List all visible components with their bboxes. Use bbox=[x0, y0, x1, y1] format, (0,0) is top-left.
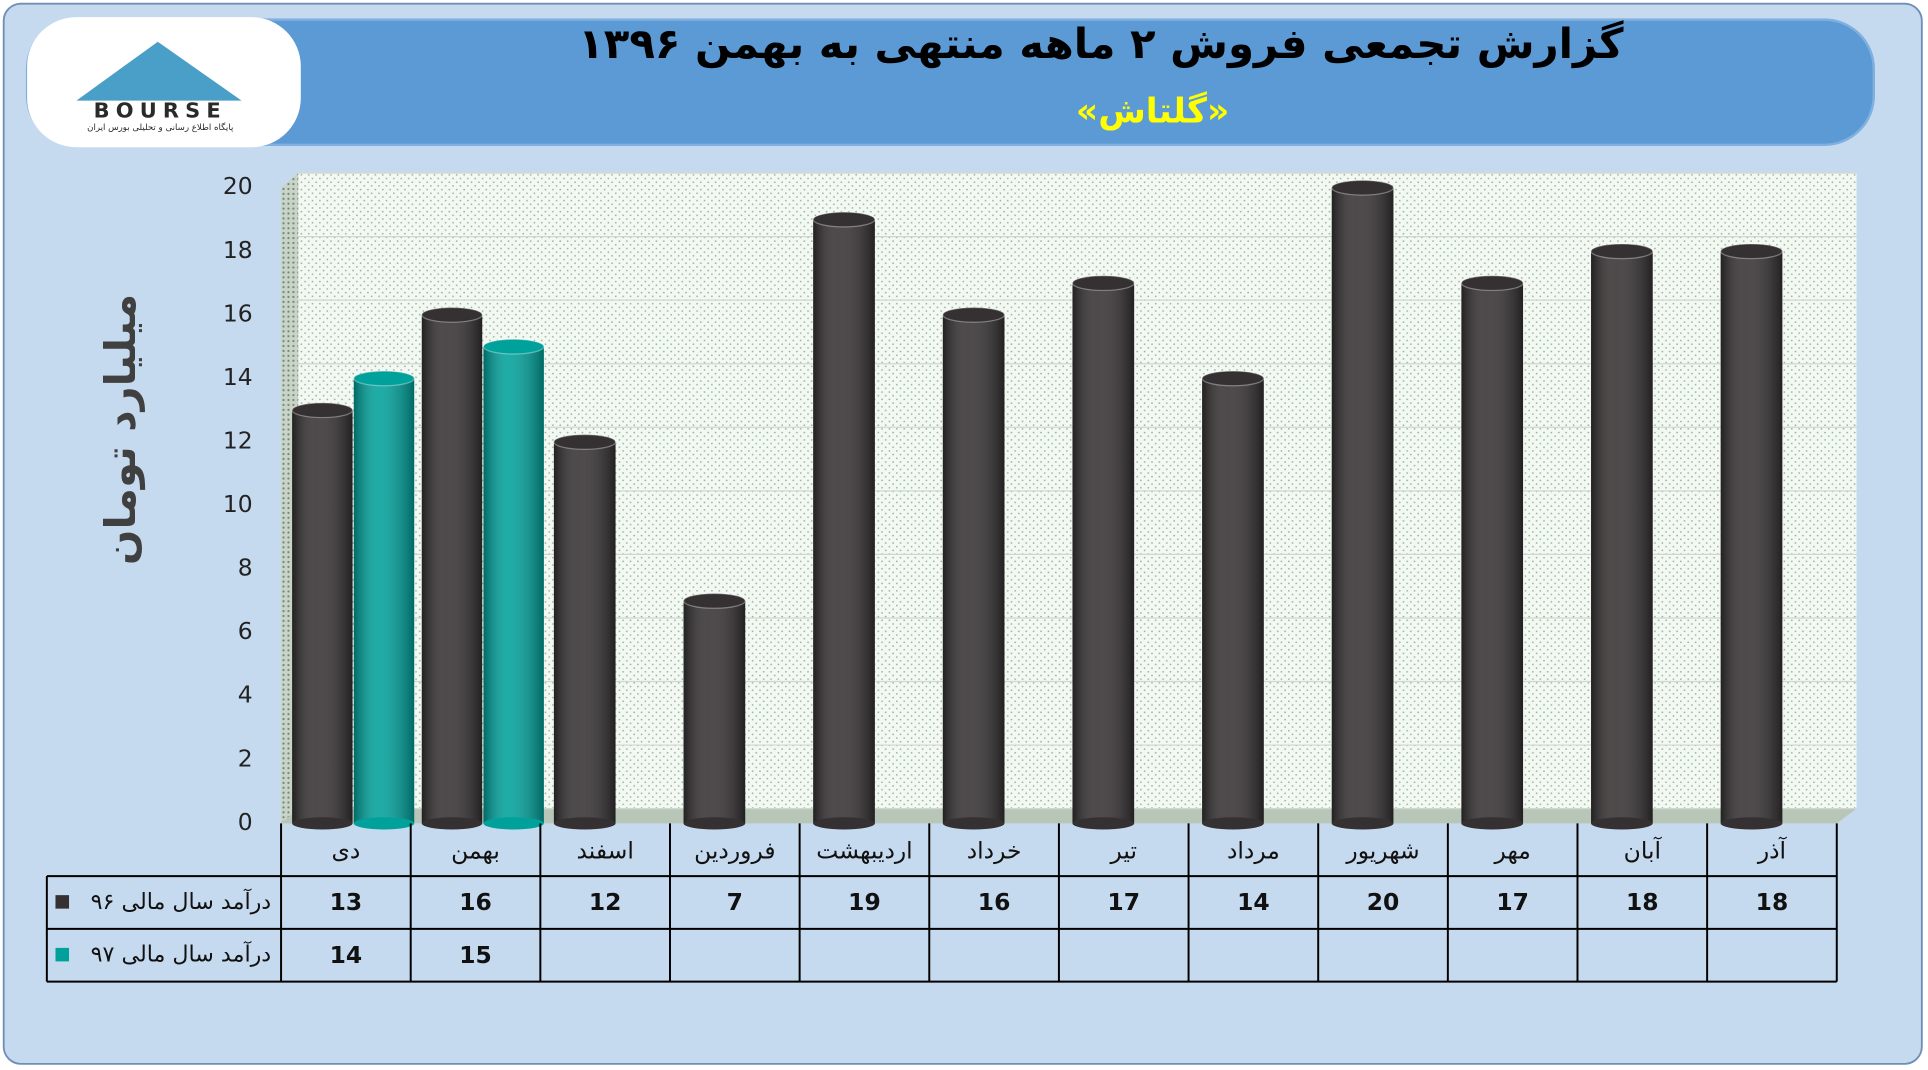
bar-base bbox=[683, 817, 746, 830]
legend-swatch bbox=[55, 895, 70, 909]
x-tick-label: فروردین bbox=[694, 837, 775, 865]
bar-shade bbox=[292, 410, 353, 824]
data-label: 7 bbox=[727, 888, 743, 916]
x-tick-label: مرداد bbox=[1227, 837, 1280, 865]
bar-shade bbox=[1591, 251, 1653, 824]
bar-shade bbox=[1461, 283, 1524, 824]
bar-cap bbox=[812, 211, 876, 228]
bar-shade bbox=[353, 378, 415, 824]
logo-name: BOURSE bbox=[94, 99, 227, 123]
bar-cap bbox=[421, 306, 483, 323]
data-label: 13 bbox=[330, 888, 363, 916]
bar-base bbox=[1591, 817, 1653, 830]
y-tick-label: 18 bbox=[223, 236, 253, 264]
bar-cap bbox=[482, 338, 545, 355]
y-tick-label: 20 bbox=[223, 172, 253, 200]
bar-shade bbox=[1720, 251, 1783, 824]
data-label: 14 bbox=[330, 941, 363, 969]
bar-base bbox=[813, 817, 875, 830]
bar-shade bbox=[942, 314, 1005, 824]
data-label: 17 bbox=[1496, 888, 1529, 916]
y-tick-label: 2 bbox=[238, 744, 253, 772]
bar-cap bbox=[942, 306, 1006, 323]
bar-shade bbox=[1331, 187, 1394, 824]
y-tick-label: 8 bbox=[238, 554, 253, 582]
bar-shade bbox=[421, 314, 483, 824]
x-tick-label: خرداد bbox=[967, 837, 1022, 865]
x-tick-label: بهمن bbox=[451, 837, 500, 865]
chart-title: گزارش تجمعی فروش ۲ ماهه منتهی به بهمن ۱۳… bbox=[578, 19, 1624, 69]
data-label: 16 bbox=[978, 888, 1011, 916]
data-label: 12 bbox=[589, 888, 622, 916]
bar-shade bbox=[1202, 378, 1264, 824]
legend-label: درآمد سال مالی ۹۶ bbox=[91, 888, 272, 915]
bar-base bbox=[1331, 817, 1394, 830]
y-tick-label: 12 bbox=[223, 427, 253, 455]
data-label: 18 bbox=[1756, 888, 1789, 916]
x-tick-label: تیر bbox=[1109, 837, 1137, 865]
chart-subtitle: «گلتاش» bbox=[1076, 90, 1229, 131]
bar-cap bbox=[1331, 179, 1395, 196]
data-label: 20 bbox=[1367, 888, 1400, 916]
bar-cap bbox=[1460, 275, 1524, 292]
bar-base bbox=[353, 817, 415, 830]
bar-base bbox=[1461, 817, 1524, 830]
bar-base bbox=[1720, 817, 1783, 830]
logo-shape bbox=[76, 41, 242, 101]
bar-shade bbox=[813, 219, 875, 824]
bars bbox=[291, 179, 1783, 830]
x-tick-label: آبان bbox=[1624, 837, 1663, 865]
bar-cap bbox=[1720, 243, 1783, 260]
bar-cap bbox=[1071, 275, 1135, 292]
y-tick-label: 0 bbox=[238, 808, 253, 836]
data-table: دی بهمن اسفند فروردین اردیبهشت خرداد تیر مرداد ش… bbox=[45, 823, 1838, 983]
data-label: 19 bbox=[848, 888, 881, 916]
data-label: 16 bbox=[459, 888, 492, 916]
x-tick-label: آذر bbox=[1757, 837, 1788, 865]
x-tick-label: مهر bbox=[1494, 837, 1531, 865]
bar-cap bbox=[682, 592, 746, 609]
bar-base bbox=[292, 817, 353, 830]
data-label: 14 bbox=[1237, 888, 1270, 916]
bar-base bbox=[1072, 817, 1135, 830]
bar-cap bbox=[553, 434, 617, 450]
x-tick-label: دی bbox=[332, 837, 361, 865]
bar-base bbox=[1202, 817, 1264, 830]
bar-cap bbox=[291, 402, 354, 419]
y-tick-label: 6 bbox=[238, 617, 253, 645]
y-tick-label: 14 bbox=[223, 363, 253, 391]
logo: BOURSE پایگاه اطلاع رسانی و تحلیلی بورس … bbox=[27, 17, 301, 148]
bar-base bbox=[942, 817, 1005, 830]
x-tick-label: اسفند bbox=[577, 837, 634, 865]
y-tick-label: 10 bbox=[223, 490, 253, 518]
bar-shade bbox=[553, 441, 616, 824]
bar-base bbox=[421, 817, 483, 830]
y-axis-label: میلیارد تومان bbox=[96, 294, 146, 565]
x-tick-label: اردیبهشت bbox=[816, 837, 913, 865]
bar-cap bbox=[353, 370, 415, 387]
data-label: 15 bbox=[459, 941, 492, 969]
logo-tagline: پایگاه اطلاع رسانی و تحلیلی بورس ایران bbox=[87, 122, 234, 133]
x-tick-label: شهریور bbox=[1345, 837, 1419, 865]
bar-base bbox=[553, 817, 616, 830]
bar-shade bbox=[1072, 283, 1135, 824]
bar-cap bbox=[1201, 370, 1265, 387]
legend-label: درآمد سال مالی ۹۷ bbox=[91, 941, 272, 968]
bar-cap bbox=[1590, 243, 1654, 260]
bar-shade bbox=[483, 346, 544, 824]
bar-shade bbox=[683, 600, 746, 824]
data-label: 17 bbox=[1107, 888, 1140, 916]
legend-swatch bbox=[55, 947, 70, 962]
bar-base bbox=[483, 817, 544, 830]
y-tick-label: 4 bbox=[238, 681, 253, 709]
data-label: 18 bbox=[1626, 888, 1659, 916]
y-tick-label: 16 bbox=[223, 299, 253, 327]
